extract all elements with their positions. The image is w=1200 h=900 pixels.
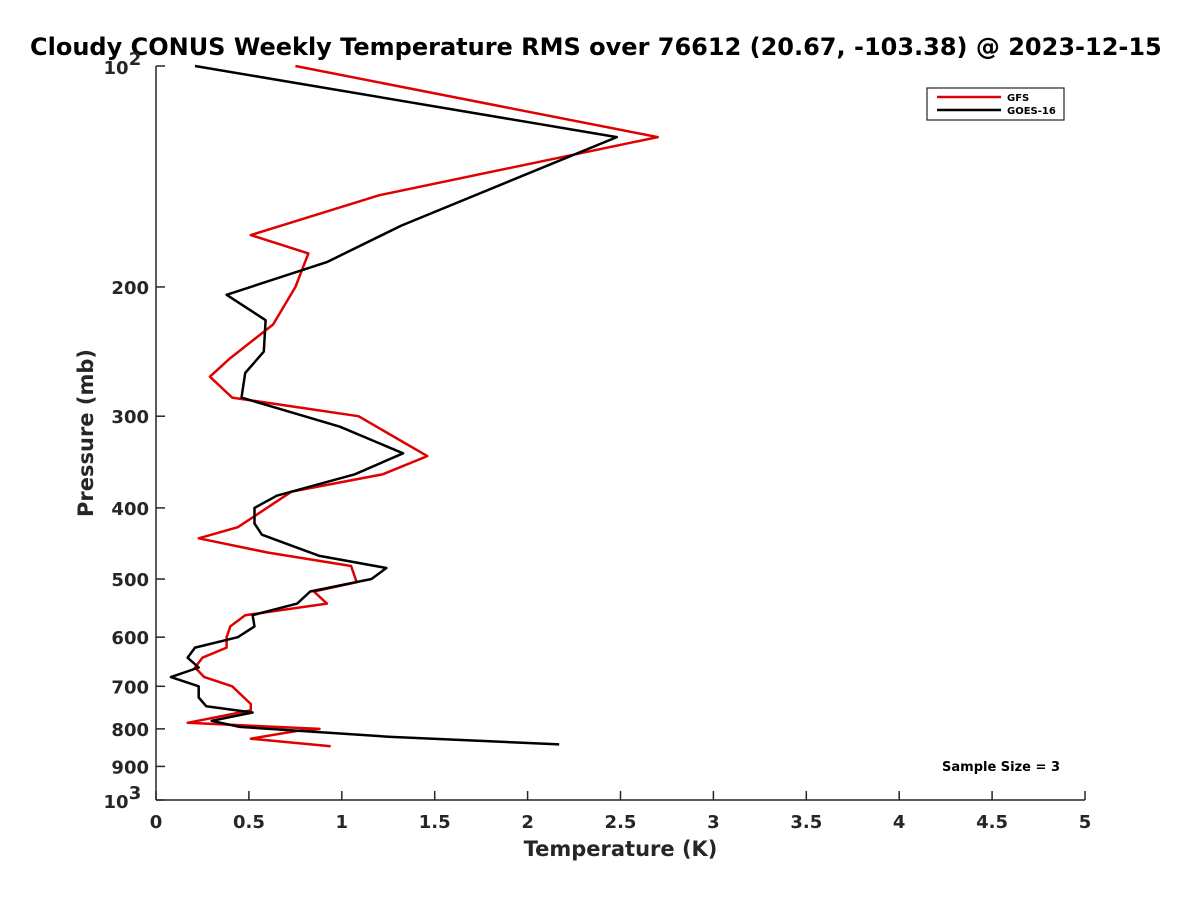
- y-tick-label-exponent: 2: [129, 49, 142, 70]
- y-tick-label: 500: [111, 570, 149, 591]
- y-tick-label: 10: [103, 792, 128, 813]
- y-tick-label: 900: [111, 757, 149, 778]
- x-tick-label: 0: [150, 812, 163, 833]
- x-tick-label: 2: [521, 812, 534, 833]
- x-tick-label: 4.5: [976, 812, 1008, 833]
- y-tick-label: 200: [111, 278, 149, 299]
- y-tick-label: 800: [111, 720, 149, 741]
- x-axis-label: Temperature (K): [524, 837, 718, 861]
- x-tick-label: 3.5: [790, 812, 822, 833]
- y-tick-label: 600: [111, 628, 149, 649]
- y-tick-label: 10: [103, 58, 128, 79]
- x-tick-label: 4: [893, 812, 906, 833]
- x-tick-label: 1: [336, 812, 349, 833]
- legend-box: [926, 87, 1065, 121]
- x-tick-label: 0.5: [233, 812, 265, 833]
- x-tick-label: 2.5: [605, 812, 637, 833]
- sample-size-annotation: Sample Size = 3: [942, 760, 1060, 775]
- y-tick-label: 400: [111, 499, 149, 520]
- x-tick-label: 3: [707, 812, 720, 833]
- x-tick-label: 5: [1079, 812, 1092, 833]
- y-tick-label: 300: [111, 407, 149, 428]
- legend-label: GFS: [1007, 93, 1029, 104]
- y-tick-label: 700: [111, 677, 149, 698]
- x-tick-label: 1.5: [419, 812, 451, 833]
- axes: 0 0.5 1 1.5 2 2.5 3 3.5 4 4.5 510 22003004005006007…: [103, 49, 1091, 833]
- legend: GFS GOES-16: [926, 87, 1065, 121]
- series-line-goes-16: [169, 64, 619, 746]
- y-axis-label: Pressure (mb): [74, 349, 98, 517]
- y-tick-label-exponent: 3: [129, 783, 142, 804]
- plot-area: [169, 64, 659, 748]
- chart-title: Cloudy CONUS Weekly Temperature RMS over…: [30, 33, 1162, 61]
- legend-label: GOES-16: [1007, 106, 1056, 117]
- series-line-gfs: [186, 64, 659, 748]
